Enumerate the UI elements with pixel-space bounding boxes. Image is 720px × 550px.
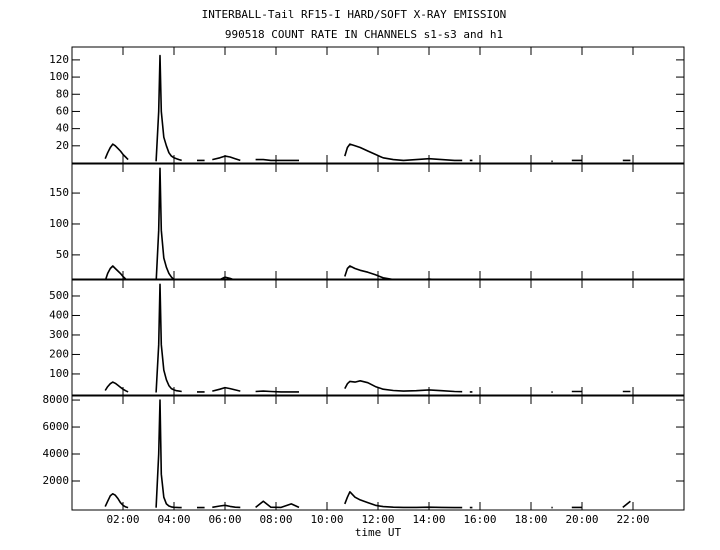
x-tick-label: 06:00 — [208, 513, 241, 526]
y-tick-label: 4000 — [43, 447, 70, 460]
y-tick-label: 20 — [56, 139, 69, 152]
y-tick-label: 80 — [56, 87, 69, 100]
panel-frame — [71, 163, 685, 280]
x-tick-label: 22:00 — [616, 513, 649, 526]
x-tick-label: 14:00 — [412, 513, 445, 526]
y-tick-label: 2000 — [43, 474, 70, 487]
y-tick-label: 120 — [49, 53, 69, 66]
y-tick-label: 6000 — [43, 420, 70, 433]
y-tick-label: 100 — [49, 367, 69, 380]
data-line — [104, 54, 631, 163]
chart-subtitle: 990518 COUNT RATE IN CHANNELS s1-s3 and … — [225, 28, 503, 41]
x-tick-label: 12:00 — [361, 513, 394, 526]
y-tick-label: 500 — [49, 289, 69, 302]
x-tick-label: 20:00 — [565, 513, 598, 526]
y-tick-label: 150 — [49, 186, 69, 199]
x-axis-label: time UT — [355, 526, 402, 539]
x-tick-label: 10:00 — [310, 513, 343, 526]
data-line — [104, 399, 631, 509]
y-tick-label: 200 — [49, 347, 69, 360]
data-line — [104, 167, 438, 279]
panel-frame — [71, 46, 685, 164]
x-tick-label: 02:00 — [106, 513, 139, 526]
panel-frame — [71, 279, 685, 396]
y-tick-label: 100 — [49, 217, 69, 230]
y-tick-label: 60 — [56, 104, 69, 117]
y-tick-label: 8000 — [43, 393, 70, 406]
x-tick-label: 18:00 — [514, 513, 547, 526]
y-tick-label: 40 — [56, 122, 69, 135]
x-tick-label: 16:00 — [463, 513, 496, 526]
y-tick-label: 400 — [49, 308, 69, 321]
x-tick-label: 08:00 — [259, 513, 292, 526]
chart-title: INTERBALL-Tail RF15-I HARD/SOFT X-RAY EM… — [202, 8, 507, 21]
y-tick-label: 100 — [49, 70, 69, 83]
data-line — [104, 283, 631, 393]
y-tick-label: 300 — [49, 328, 69, 341]
y-tick-label: 50 — [56, 248, 69, 261]
x-tick-label: 04:00 — [157, 513, 190, 526]
